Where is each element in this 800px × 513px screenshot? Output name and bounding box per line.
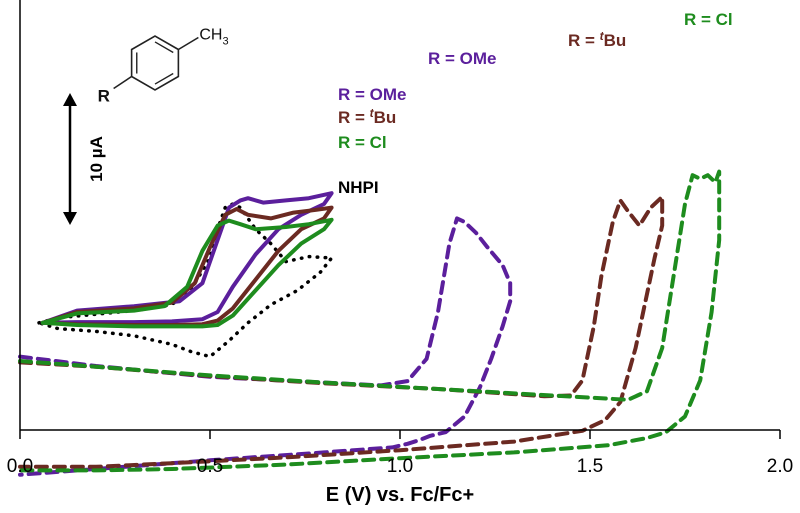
x-tick-label: 0.0 (7, 456, 33, 477)
x-axis-title: E (V) vs. Fc/Fc+ (326, 484, 474, 506)
x-tick-label: 0.5 (197, 456, 223, 477)
curve-label: R = Cl (684, 10, 733, 29)
axes-layer: 0.0 0.5 1.0 1.5 2.0 E (V) vs. Fc/Fc+ (7, 0, 793, 506)
series-line-r-ome-solid-4 (40, 191, 334, 325)
series-layer (18, 169, 722, 477)
series-line-r-cl-solid-6 (40, 217, 334, 329)
curve-label: R = Cl (338, 133, 387, 152)
curve-label: R = tBu (568, 29, 626, 50)
r-bond (113, 75, 133, 90)
curve-label: R = OMe (338, 85, 407, 104)
series-line-r-cl-dashed-2 (18, 169, 722, 473)
double-bond (154, 72, 174, 85)
methyl-label: CH3 (199, 27, 228, 48)
double-bond (154, 41, 174, 54)
curve-label: R = tBu (338, 106, 396, 127)
scale-bar-arrow-bottom (63, 212, 77, 225)
curve-label: R = OMe (428, 49, 497, 68)
series-line-r-tbu-dashed-1 (18, 194, 665, 469)
x-tick-label: 1.0 (387, 456, 413, 477)
methyl-bond (177, 36, 199, 51)
x-tick-label: 2.0 (767, 456, 793, 477)
series-line-r-tbu-solid-5 (40, 205, 334, 327)
benzene-ring (130, 35, 180, 91)
annotation-layer: R = OMe R = tBu R = Cl R = OMe R = tBu R = Cl… (63, 10, 733, 225)
scale-bar-label: 10 µA (87, 136, 106, 182)
x-tick-label: 1.5 (577, 456, 603, 477)
series-line-r-ome-dashed-0 (18, 216, 513, 477)
r-label: R (98, 87, 110, 106)
curve-label: NHPI (338, 178, 379, 197)
scale-bar-arrow-top (63, 93, 77, 106)
